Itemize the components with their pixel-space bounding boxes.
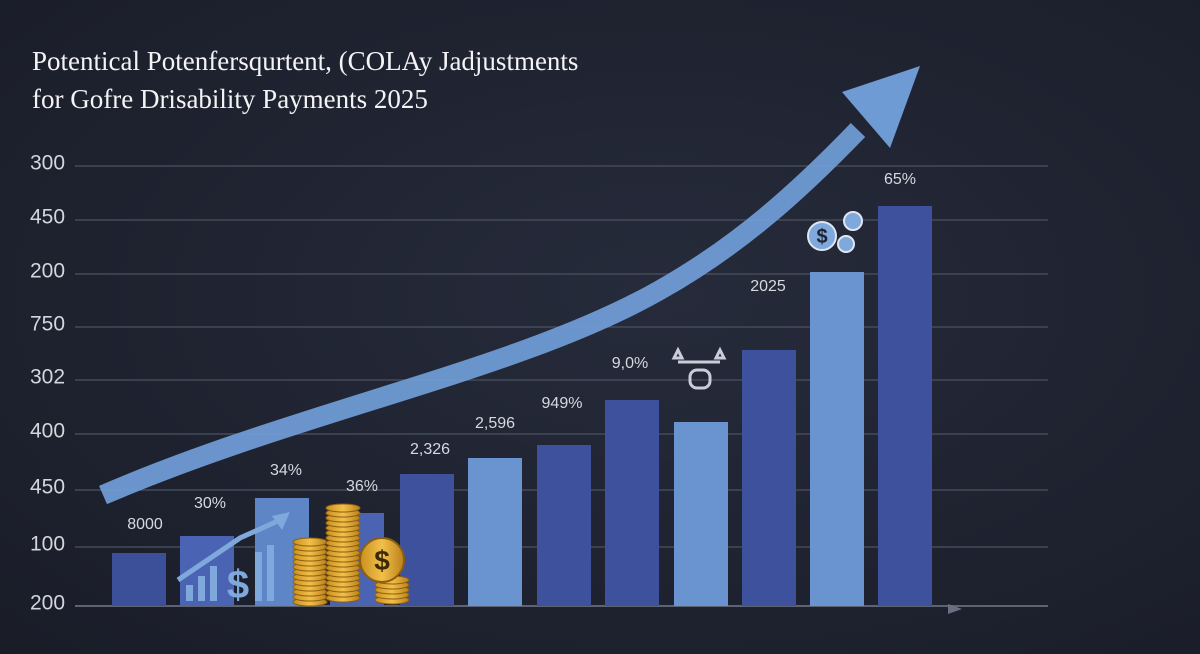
svg-text:$: $ (374, 545, 390, 576)
bar-label: 9,0% (612, 355, 648, 372)
bar-label: 2,326 (410, 441, 450, 458)
bar-label: 2,596 (475, 415, 515, 432)
bar-label: 2025 (750, 278, 786, 295)
bar-label: 65% (884, 171, 916, 188)
trend-arrow (99, 123, 866, 505)
bar-label: 8000 (127, 516, 163, 533)
y-axis-label: 400 (30, 420, 65, 443)
y-axis-label: 200 (30, 592, 65, 615)
axis-arrow (948, 604, 962, 614)
scale-icon (671, 346, 727, 390)
bar (537, 445, 591, 606)
coin (292, 537, 328, 547)
y-axis-label: 300 (30, 152, 65, 175)
bar-label: 36% (346, 478, 378, 495)
money-icons: $ (807, 211, 863, 253)
coin (325, 503, 361, 513)
title-line: for Gofre Drisability Payments 2025 (32, 84, 428, 114)
bar (878, 206, 932, 606)
svg-text:$: $ (816, 226, 827, 248)
bar-label: 949% (542, 395, 583, 412)
bar (605, 400, 659, 606)
bar (468, 458, 522, 606)
bar-label: 34% (270, 462, 302, 479)
bar-label: 30% (194, 495, 226, 512)
arrow-head (842, 66, 920, 148)
dollar-coin: $ (359, 537, 405, 583)
y-axis-label: 750 (30, 313, 65, 336)
svg-text:$: $ (227, 563, 249, 607)
bar (742, 350, 796, 606)
chart-icon: $ (176, 512, 290, 607)
y-axis-label: 450 (30, 476, 65, 499)
bar (810, 272, 864, 606)
y-axis-label: 200 (30, 260, 65, 283)
title-line: Potentical Potenfersqurtent, (COLAy Jadj… (32, 46, 578, 76)
y-axis-label: 302 (30, 366, 65, 389)
coin-stacks (292, 503, 410, 607)
y-axis-label: 450 (30, 206, 65, 229)
y-axis-label: 100 (30, 533, 65, 556)
bar (112, 553, 166, 606)
bar (674, 422, 728, 606)
